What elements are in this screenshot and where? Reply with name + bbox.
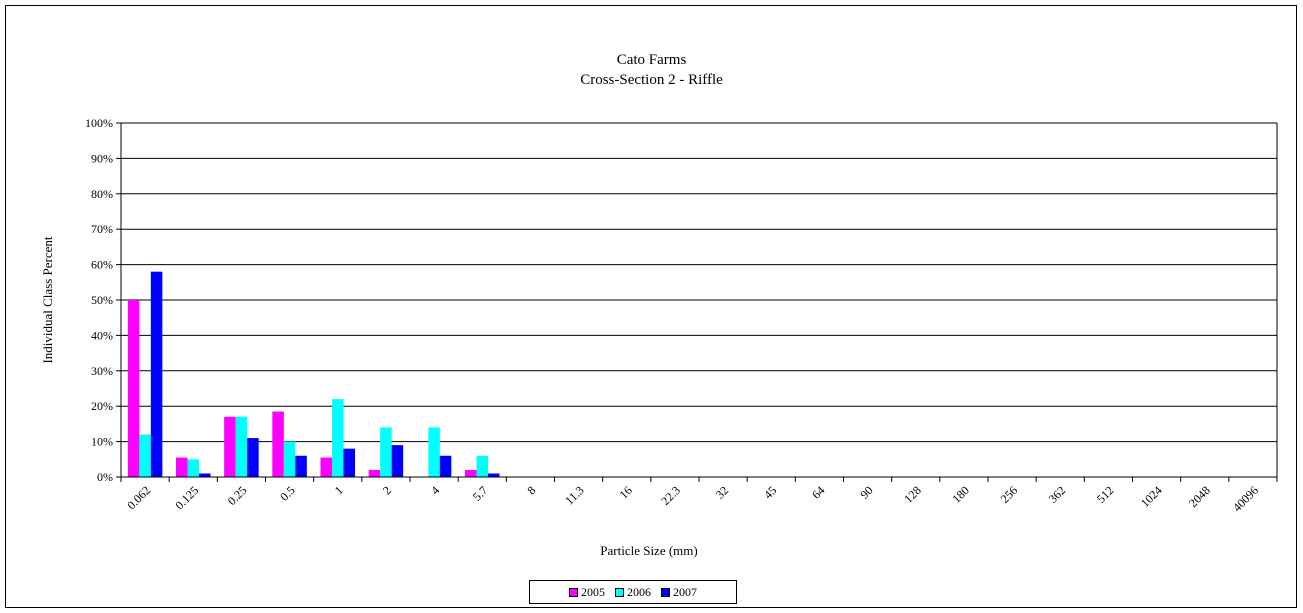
bar-2007-0.125 — [199, 473, 211, 477]
chart-frame — [5, 5, 1297, 608]
y-tick-label: 90% — [91, 151, 113, 165]
bar-2007-4 — [439, 455, 452, 477]
chart-title: Cato Farms — [616, 52, 687, 68]
legend: 2005 2006 2007 — [529, 580, 737, 604]
bar-2006-1 — [332, 399, 344, 477]
y-tick-labels: 0% 10% 20% 30% 40% 50% 60% 70% 80% 90% 100% — [85, 116, 113, 484]
y-tick-label: 80% — [91, 187, 113, 201]
y-tick-label: 70% — [91, 222, 113, 236]
y-tick-label: 0% — [97, 470, 113, 484]
x-tick-label: 5.7 — [470, 483, 491, 504]
x-tick-label: 0.25 — [225, 483, 250, 508]
x-tick-label: 128 — [901, 483, 924, 506]
bar-2005-1 — [320, 457, 332, 477]
bar-2005-2 — [368, 469, 381, 477]
x-tick-label: 64 — [809, 483, 827, 501]
grid-lines — [116, 122, 1277, 478]
bar-2006-0.062 — [139, 434, 151, 477]
y-tick-label: 20% — [91, 399, 113, 413]
bar-2006-0.125 — [187, 459, 199, 477]
bar-2006-0.25 — [235, 416, 248, 477]
legend-swatch — [661, 587, 670, 597]
x-tick-label: 0.062 — [124, 483, 153, 512]
bars — [127, 271, 500, 477]
x-tick-label: 180 — [949, 483, 972, 506]
bar-2006-0.5 — [283, 441, 296, 477]
x-tick-label: 4 — [428, 483, 442, 497]
y-tick-label: 40% — [91, 328, 113, 342]
x-tick-label: 45 — [761, 483, 779, 501]
x-tick-label: 22.3 — [658, 483, 683, 508]
x-tick-label: 32 — [713, 483, 731, 501]
x-tick-label: 11.3 — [562, 483, 586, 507]
x-tick-label: 362 — [1046, 483, 1069, 506]
bar-2006-5.7 — [476, 455, 488, 477]
bar-2007-0.062 — [150, 271, 163, 477]
y-tick-label: 100% — [85, 116, 113, 130]
legend-label: 2006 — [627, 584, 651, 599]
bar-2007-0.25 — [247, 438, 259, 477]
x-tick-label: 2048 — [1186, 483, 1213, 510]
bar-2005-0.25 — [224, 416, 236, 477]
legend-label: 2007 — [673, 584, 697, 599]
bar-2006-4 — [428, 427, 440, 477]
bar-2005-0.062 — [127, 300, 140, 477]
x-tick-label: 512 — [1094, 483, 1117, 506]
x-tick-label: 1 — [332, 483, 346, 497]
y-tick-label: 30% — [91, 364, 113, 378]
bar-2007-2 — [391, 445, 404, 477]
legend-label: 2005 — [581, 584, 605, 599]
chart-subtitle: Cross-Section 2 - Riffle — [580, 72, 723, 88]
bar-2005-0.5 — [272, 411, 284, 477]
x-tick-label: 0.5 — [277, 483, 298, 504]
bar-2006-2 — [380, 427, 392, 477]
x-axis-label: Particle Size (mm) — [600, 543, 697, 558]
legend-item-2005: 2005 — [569, 585, 605, 600]
legend-swatch — [615, 587, 624, 597]
x-tick-label: 40096 — [1230, 483, 1261, 514]
axes — [120, 123, 1278, 482]
legend-item-2006: 2006 — [615, 585, 651, 600]
x-tick-label: 2 — [380, 483, 394, 497]
legend-swatch — [569, 587, 578, 597]
x-tick-labels: 0.062 0.125 0.25 0.5 1 2 4 5.7 8 11.3 16 22.3 32 45 64… — [124, 483, 1261, 514]
x-tick-label: 16 — [616, 483, 634, 501]
x-tick-label: 256 — [998, 483, 1021, 506]
x-tick-label: 8 — [524, 483, 538, 497]
bar-2005-5.7 — [465, 469, 477, 477]
legend-item-2007: 2007 — [661, 585, 697, 600]
bar-2007-0.5 — [295, 455, 307, 477]
x-tick-label: 0.125 — [172, 483, 201, 512]
y-axis-label: Individual Class Percent — [40, 236, 55, 363]
y-tick-label: 10% — [91, 435, 113, 449]
bar-2007-1 — [343, 448, 355, 477]
y-tick-label: 50% — [91, 293, 113, 307]
bar-2007-5.7 — [488, 473, 500, 477]
bar-2005-0.125 — [176, 457, 188, 477]
x-tick-label: 90 — [857, 483, 875, 501]
y-tick-label: 60% — [91, 258, 113, 272]
x-tick-label: 1024 — [1138, 483, 1165, 510]
